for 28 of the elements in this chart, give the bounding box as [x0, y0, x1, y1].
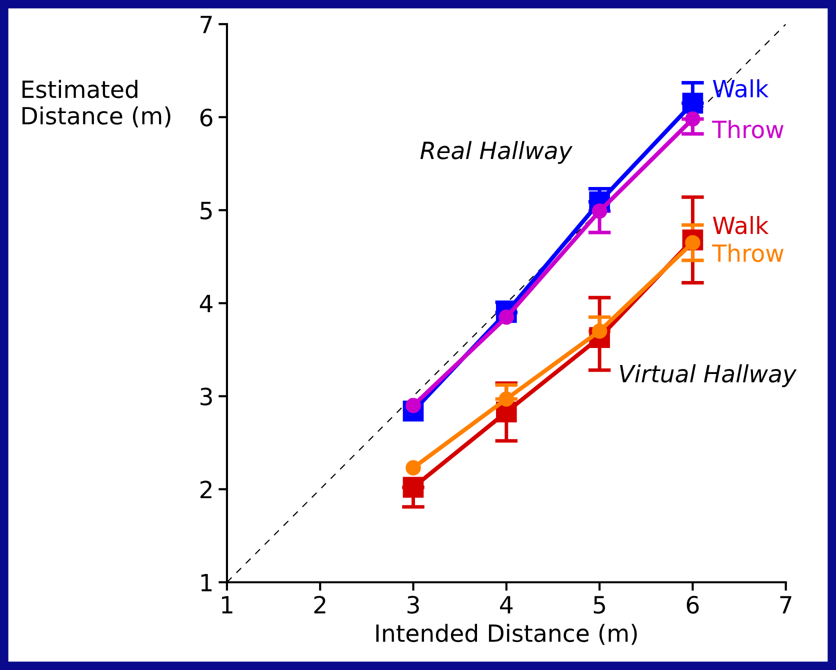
y-tick-label: 7 [200, 16, 212, 34]
point [685, 111, 700, 127]
y-tick-label: 6 [200, 108, 212, 126]
point [402, 476, 424, 498]
y-tick-label: 5 [200, 202, 212, 220]
y-tick-label: 4 [200, 294, 212, 312]
series-label: Throw [712, 244, 784, 262]
x-tick-label: 1 [222, 596, 232, 614]
annotation: Real Hallway [420, 141, 573, 164]
annotation: Virtual Hallway [620, 364, 797, 388]
point [592, 203, 608, 219]
y-tick-label: 3 [200, 388, 212, 406]
series-label: Walk [712, 79, 769, 98]
point [682, 92, 704, 114]
series-label: Walk [712, 216, 769, 234]
point [498, 391, 514, 407]
x-axis-title: Intended Distance (m) [376, 624, 637, 645]
x-tick-label: 6 [686, 596, 699, 614]
y-tick-label: 2 [200, 480, 212, 498]
point [406, 460, 421, 476]
x-tick-label: 7 [780, 596, 792, 614]
x-tick-label: 4 [500, 596, 513, 614]
y-axis-title: Estimated Distance (m) [22, 80, 170, 128]
x-tick-label: 5 [594, 596, 605, 614]
x-tick-label: 2 [314, 596, 326, 614]
y-tick-label: 1 [201, 574, 212, 592]
series-label: Throw [712, 120, 784, 138]
x-tick-label: 3 [408, 596, 419, 614]
